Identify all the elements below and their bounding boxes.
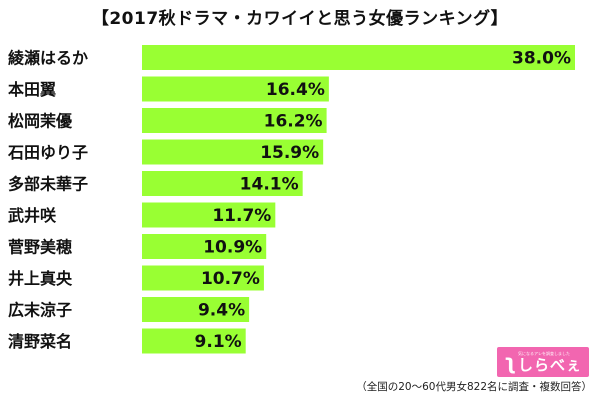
category-label: 本田翼: [8, 80, 56, 99]
value-label: 10.7%: [201, 269, 260, 289]
value-label: 15.9%: [260, 143, 319, 163]
bar: [142, 265, 264, 291]
bar: [142, 139, 324, 165]
value-label: 38.0%: [512, 49, 571, 69]
bar: [142, 45, 575, 70]
logo-mark-icon: ʅ: [503, 350, 517, 374]
category-label: 綾瀬はるか: [8, 49, 88, 68]
bar: [142, 76, 329, 102]
bar: [142, 202, 276, 228]
value-label: 10.9%: [203, 238, 262, 258]
value-label: 9.4%: [198, 301, 245, 321]
category-label: 井上真央: [8, 269, 73, 288]
value-label: 11.7%: [212, 206, 271, 226]
chart-title: 【2017秋ドラマ・カワイイと思う女優ランキング】: [91, 9, 509, 29]
category-label: 多部未華子: [8, 175, 88, 194]
value-label: 16.2%: [264, 112, 323, 132]
logo-tagline: 気になるアレを調査しました: [518, 350, 571, 356]
logo-wordmark: しらべぇ: [518, 355, 583, 374]
value-label: 9.1%: [195, 332, 242, 352]
bar: [142, 328, 246, 354]
category-label: 松岡茉優: [8, 112, 73, 131]
shirabee-logo: ʅ 気になるアレを調査しました しらべぇ: [497, 347, 589, 377]
value-label: 14.1%: [240, 175, 299, 195]
category-label: 石田ゆり子: [7, 143, 88, 162]
category-label: 菅野美穂: [8, 238, 72, 257]
bar: [142, 297, 250, 322]
survey-footnote: （全国の20～60代男女822名に調査・複数回答）: [356, 381, 592, 393]
bar: [142, 234, 267, 259]
bar: [142, 171, 303, 196]
category-label: 広末涼子: [8, 301, 72, 320]
bar: [142, 108, 327, 133]
category-label: 清野菜名: [8, 332, 72, 351]
value-label: 16.4%: [266, 80, 325, 100]
category-label: 武井咲: [8, 206, 57, 225]
